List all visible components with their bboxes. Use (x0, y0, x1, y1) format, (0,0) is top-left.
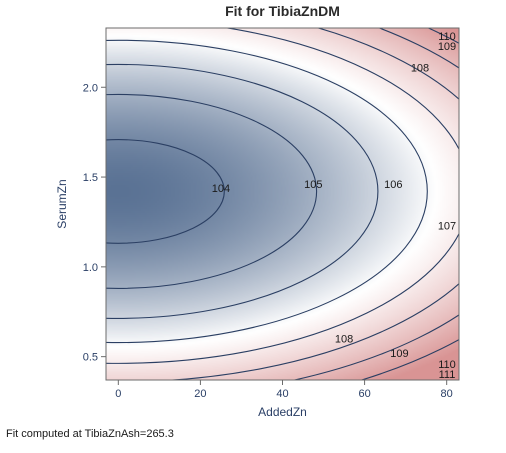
contour-line-104 (106, 139, 225, 244)
x-axis-label: AddedZn (258, 405, 307, 419)
contour-label-109: 109 (438, 41, 456, 53)
fit-footnote: Fit computed at TibiaZnAsh=265.3 (6, 428, 174, 440)
contour-line-107 (106, 39, 428, 344)
x-tick-label: 80 (441, 388, 453, 400)
contour-line-108 (106, 28, 459, 364)
y-axis-label: SerumZn (55, 179, 69, 228)
y-tick-label: 0.5 (83, 352, 98, 364)
x-axis: 0 20 40 60 80 (115, 380, 453, 400)
contour-label-110: 110 (438, 359, 456, 371)
contour-label-104: 104 (212, 183, 230, 195)
y-tick-label: 1.5 (83, 172, 98, 184)
contour-label-110: 110 (438, 31, 456, 43)
response-surface-heatmap (106, 28, 459, 380)
y-tick-label: 2.0 (83, 82, 98, 94)
x-tick-label: 60 (358, 388, 370, 400)
y-axis: 0.5 1.0 1.5 2.0 (83, 82, 106, 364)
contour-label-106: 106 (384, 179, 402, 191)
contour-line-106 (106, 63, 379, 319)
y-tick-label: 1.0 (83, 262, 98, 274)
contour-line-105 (106, 93, 318, 289)
contour-label-107: 107 (438, 221, 456, 233)
x-tick-label: 20 (194, 388, 206, 400)
contour-label-108: 108 (411, 63, 429, 75)
contour-label-109: 109 (390, 348, 408, 360)
contour-lines (106, 28, 459, 380)
contour-label-111: 111 (439, 369, 456, 381)
chart-title: Fit for TibiaZnDM (225, 3, 340, 19)
x-tick-label: 40 (276, 388, 288, 400)
x-tick-label: 0 (115, 388, 121, 400)
contour-label-108: 108 (335, 334, 353, 346)
contour-label-105: 105 (304, 179, 322, 191)
